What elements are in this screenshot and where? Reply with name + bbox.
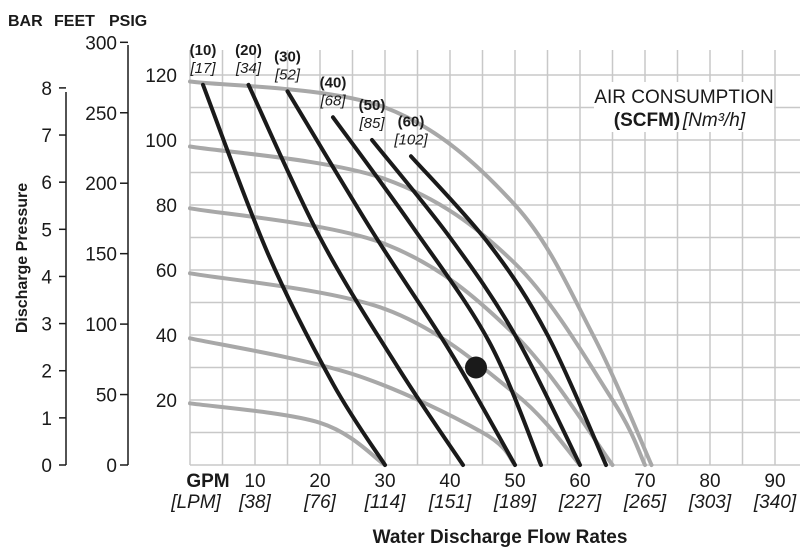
air-consumption-legend: AIR CONSUMPTION (SCFM) [Nm³/h] — [594, 82, 774, 132]
air-curve-nm3h-label: [68] — [319, 92, 346, 109]
pressure-curve — [188, 336, 517, 467]
feet-tick-label: 150 — [85, 245, 117, 266]
feet-header: FEET — [54, 13, 95, 30]
legend-nm3h: [Nm³/h] — [682, 110, 746, 131]
bar-header: BAR — [8, 13, 43, 30]
air-consumption-curve — [246, 82, 465, 467]
x-tick-gpm-label: 40 — [439, 471, 460, 492]
air-curve-scfm-label: (20) — [235, 42, 262, 59]
air-consumption-curve — [201, 82, 387, 467]
psig-tick-label: 40 — [156, 326, 177, 347]
feet-tick-label: 100 — [85, 315, 117, 336]
x-tick-lpm-label: [38] — [238, 492, 271, 513]
bar-tick-label: 5 — [41, 220, 52, 241]
x-unit-lpm: [LPM] — [170, 492, 221, 513]
air-curve-nm3h-label: [17] — [189, 60, 216, 77]
feet-tick-label: 200 — [85, 174, 117, 195]
bar-ticks: 0 1 2 3 4 5 6 7 8 — [41, 79, 66, 477]
air-curve-nm3h-label: [52] — [274, 66, 301, 83]
x-tick-gpm-label: 70 — [634, 471, 655, 492]
legend-title: AIR CONSUMPTION — [594, 87, 773, 108]
x-tick-lpm-label: [151] — [428, 492, 472, 513]
feet-tick-label: 250 — [85, 104, 117, 125]
x-tick-gpm-label: 30 — [374, 471, 395, 492]
feet-tick-label: 300 — [85, 33, 117, 54]
air-curve-scfm-label: (50) — [359, 97, 386, 114]
feet-tick-label: 0 — [106, 456, 117, 477]
bar-tick-label: 2 — [41, 362, 52, 383]
air-consumption-curve — [409, 154, 608, 467]
pressure-curves — [188, 79, 654, 467]
x-tick-gpm-label: 80 — [699, 471, 720, 492]
x-tick-lpm-label: [303] — [688, 492, 732, 513]
operating-point — [465, 356, 487, 379]
air-curve-scfm-label: (60) — [398, 113, 425, 130]
x-axis-title: Water Discharge Flow Rates — [373, 527, 628, 548]
air-consumption-curve — [370, 138, 582, 467]
psig-tick-label: 100 — [145, 131, 177, 152]
x-unit-gpm: GPM — [186, 471, 229, 492]
psig-ticks: 20 40 60 80 100 120 — [145, 66, 177, 412]
air-curves — [201, 82, 608, 467]
air-curve-scfm-label: (40) — [320, 74, 347, 91]
bar-tick-label: 4 — [41, 267, 52, 288]
x-tick-gpm-label: 20 — [309, 471, 330, 492]
x-tick-lpm-label: [114] — [364, 492, 407, 513]
bar-tick-label: 8 — [41, 79, 52, 100]
air-curve-nm3h-label: [85] — [358, 115, 385, 132]
x-tick-lpm-label: [265] — [623, 492, 667, 513]
y-axis-title: Discharge Pressure — [14, 183, 31, 333]
psig-tick-label: 20 — [156, 391, 177, 412]
x-tick-gpm-label: 10 — [244, 471, 265, 492]
pressure-curve — [188, 401, 387, 467]
x-ticks: 10[38] 20[76] 30[114] 40[151] 50[189] 60[227]… — [238, 471, 797, 513]
air-curve-nm3h-label: [34] — [235, 60, 262, 77]
air-consumption-curve — [285, 89, 517, 467]
pressure-curve — [188, 144, 647, 467]
feet-ticks: 0 50 100 150 200 250 300 — [85, 33, 128, 477]
psig-tick-label: 80 — [156, 196, 177, 217]
bar-tick-label: 7 — [41, 126, 52, 147]
x-tick-lpm-label: [227] — [558, 492, 602, 513]
x-tick-gpm-label: 90 — [764, 471, 785, 492]
bar-tick-label: 6 — [41, 173, 52, 194]
legend-scfm: (SCFM) — [614, 110, 680, 131]
psig-header: PSIG — [109, 13, 147, 30]
feet-tick-label: 50 — [96, 386, 117, 407]
x-tick-lpm-label: [340] — [753, 492, 797, 513]
bar-tick-label: 0 — [41, 456, 52, 477]
air-curve-nm3h-label: [102] — [393, 131, 428, 148]
x-tick-lpm-label: [189] — [493, 492, 537, 513]
x-tick-gpm-label: 50 — [504, 471, 525, 492]
x-tick-lpm-label: [76] — [303, 492, 336, 513]
x-tick-gpm-label: 60 — [569, 471, 590, 492]
psig-tick-label: 120 — [145, 66, 177, 87]
pressure-curve — [188, 271, 582, 467]
air-consumption-curve — [331, 115, 543, 467]
pressure-curve — [188, 79, 654, 467]
air-labels: (10)[17] (20)[34] (30)[52] (40)[68] (50)[85]… — [189, 42, 428, 149]
bar-tick-label: 3 — [41, 315, 52, 336]
air-curve-scfm-label: (10) — [190, 42, 217, 59]
air-curve-scfm-label: (30) — [274, 48, 301, 65]
bar-tick-label: 1 — [41, 409, 52, 430]
psig-tick-label: 60 — [156, 261, 177, 282]
